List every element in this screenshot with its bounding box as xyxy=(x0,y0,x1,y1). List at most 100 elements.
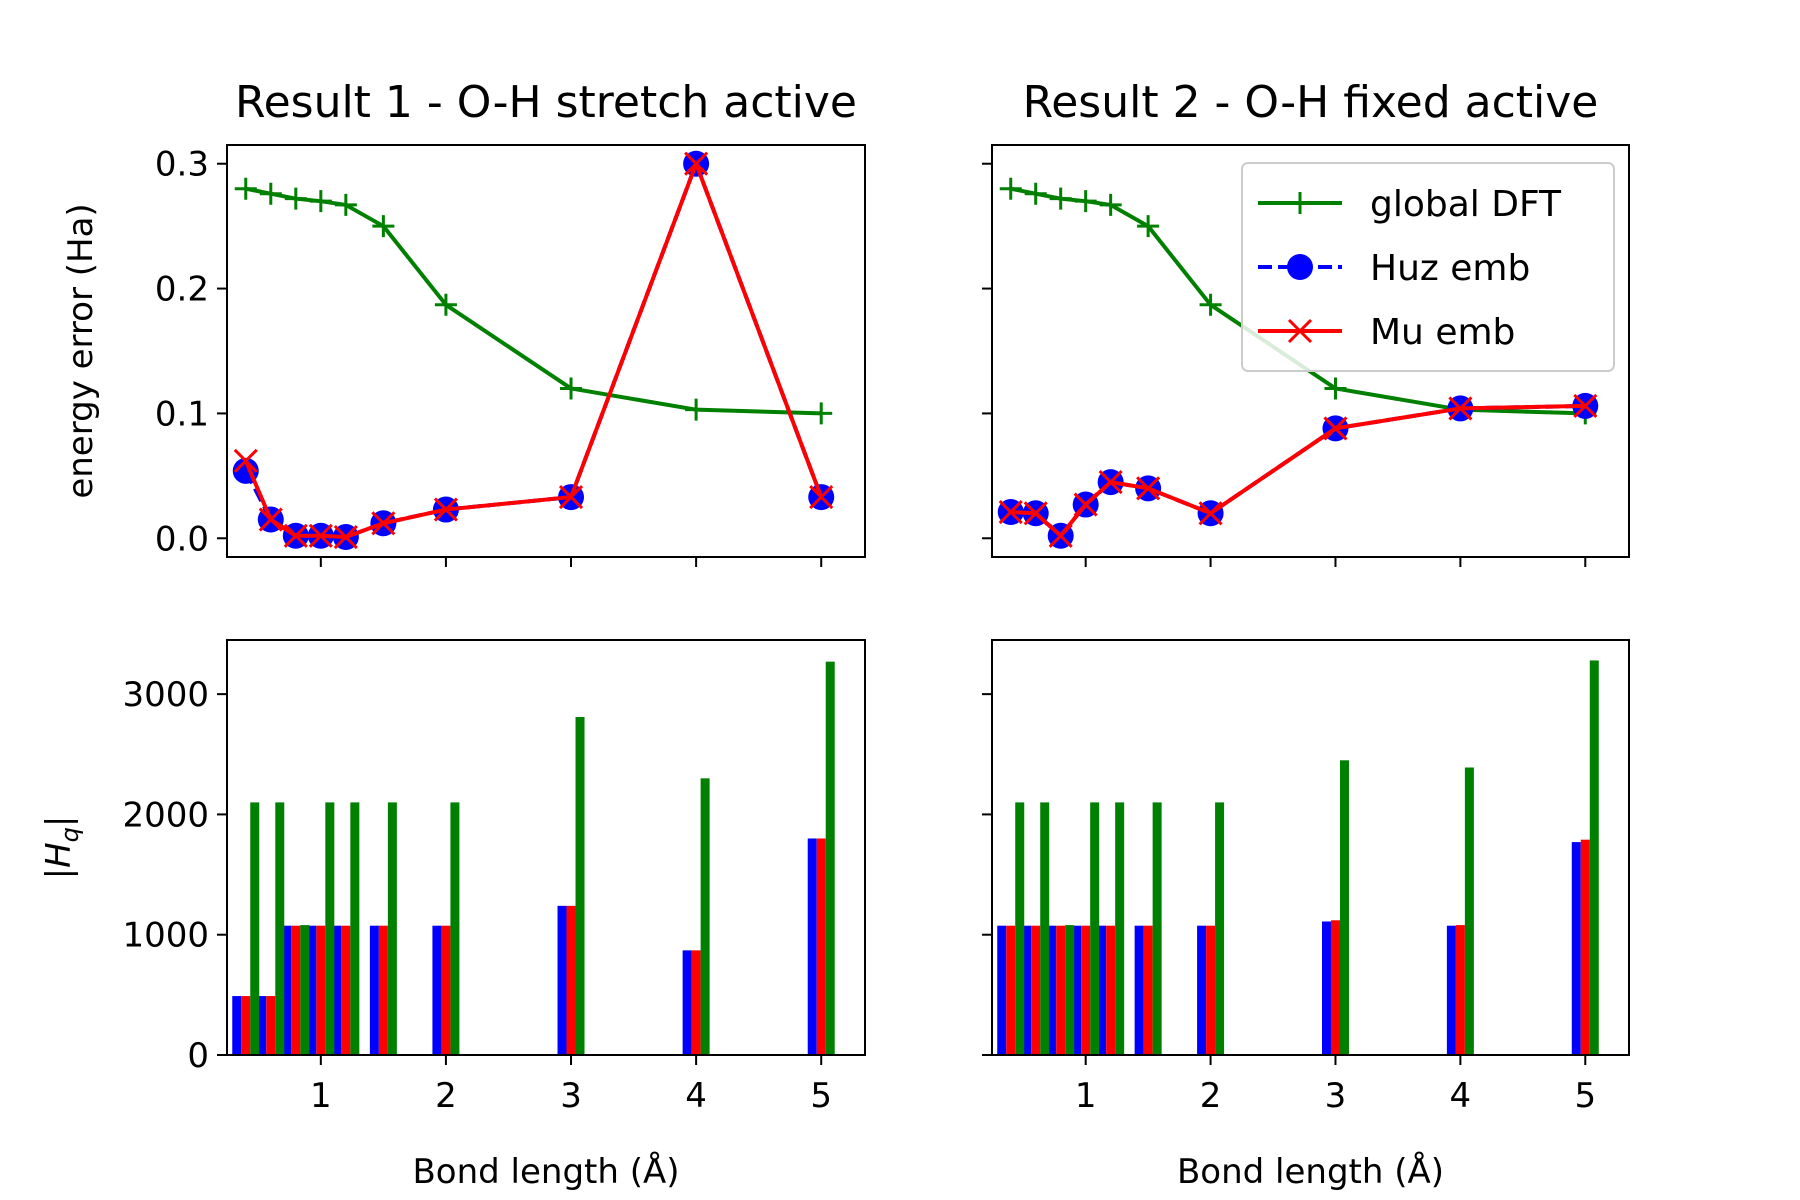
x-tick-label: 4 xyxy=(685,1076,707,1116)
data-point xyxy=(1098,470,1123,495)
bar xyxy=(816,838,826,1055)
data-point xyxy=(560,377,583,400)
data-point xyxy=(999,177,1022,200)
data-point xyxy=(284,187,307,210)
bar xyxy=(266,996,276,1055)
data-point xyxy=(283,523,308,548)
series-line xyxy=(245,186,822,416)
bar xyxy=(1015,802,1025,1055)
data-point xyxy=(1448,396,1473,421)
bar xyxy=(1143,925,1153,1055)
bar xyxy=(300,925,310,1055)
bar xyxy=(307,925,317,1055)
bar xyxy=(1097,925,1107,1055)
legend-label: Mu emb xyxy=(1370,312,1515,353)
bar xyxy=(1065,925,1075,1055)
bar xyxy=(282,925,292,1055)
x-tick-label: 3 xyxy=(560,1076,582,1116)
bar xyxy=(432,925,442,1055)
bar xyxy=(241,996,251,1055)
legend: global DFT Huz emb Mu emb xyxy=(1241,162,1615,372)
legend-label: Huz emb xyxy=(1370,248,1530,289)
data-point xyxy=(1198,501,1223,526)
y-tick-label: 1000 xyxy=(122,916,209,956)
data-point xyxy=(1324,377,1347,400)
x-tick-label: 1 xyxy=(310,1076,332,1116)
data-point xyxy=(1099,193,1122,216)
bar xyxy=(332,925,342,1055)
bar xyxy=(1197,925,1207,1055)
bar xyxy=(1090,802,1100,1055)
data-point xyxy=(434,293,457,316)
data-point xyxy=(1024,182,1047,205)
bar xyxy=(350,802,360,1055)
data-point xyxy=(1023,501,1048,526)
plot-area xyxy=(232,150,835,551)
panel-bottom-right: 1 2 3 4 5 Bond length (Å) xyxy=(982,639,1630,1192)
series-line xyxy=(1010,403,1586,538)
legend-marker xyxy=(1289,192,1311,214)
data-point xyxy=(1137,215,1160,238)
y-axis-label: energy error (Ha) xyxy=(61,203,101,498)
series-line xyxy=(1010,186,1586,416)
data-point xyxy=(1049,187,1072,210)
plot-area xyxy=(232,661,835,1055)
x-axis-label: Bond length (Å) xyxy=(412,1151,679,1192)
bar xyxy=(441,925,451,1055)
panel-bottom-left: 1 2 3 4 5 0 1000 2000 3000 Bond length (Å) |Hq| xyxy=(39,639,866,1192)
plot-area xyxy=(997,660,1599,1055)
x-axis-label: Bond length (Å) xyxy=(1177,1151,1444,1192)
data-point xyxy=(234,177,257,200)
bar xyxy=(1152,802,1162,1055)
panel-top-left: 0.0 0.1 0.2 0.3 Result 1 - O-H stretch activ… xyxy=(61,77,866,567)
bar xyxy=(1580,839,1590,1055)
legend-marker xyxy=(1287,254,1313,280)
data-point xyxy=(998,499,1023,525)
data-point xyxy=(810,402,833,425)
bar xyxy=(1115,802,1125,1055)
bar xyxy=(1215,802,1225,1055)
data-point xyxy=(1048,523,1073,548)
data-point xyxy=(684,151,709,176)
bar xyxy=(1464,767,1474,1055)
bar xyxy=(250,802,260,1055)
data-point xyxy=(1573,393,1598,418)
panel-title: Result 2 - O-H fixed active xyxy=(1023,77,1599,128)
bar xyxy=(291,925,301,1055)
bar xyxy=(825,661,835,1055)
x-tick-label: 2 xyxy=(435,1076,457,1116)
bar xyxy=(275,802,285,1055)
bar xyxy=(1006,925,1016,1055)
data-point xyxy=(259,182,282,205)
bar xyxy=(1106,925,1116,1055)
bar xyxy=(1022,925,1032,1055)
bar xyxy=(387,802,397,1055)
y-tick-label: 0.3 xyxy=(155,145,209,185)
bar xyxy=(566,905,576,1055)
bar xyxy=(316,925,326,1055)
bar xyxy=(1446,925,1456,1055)
bar xyxy=(1330,920,1340,1055)
x-tick-label: 1 xyxy=(1075,1076,1097,1116)
bar xyxy=(1056,925,1066,1055)
panel-top-right: Result 2 - O-H fixed active global DFT Huz… xyxy=(982,77,1630,567)
bar xyxy=(1072,925,1082,1055)
bar xyxy=(232,996,242,1055)
series-line xyxy=(243,161,824,540)
data-point xyxy=(372,215,395,238)
bar xyxy=(369,925,379,1055)
data-point xyxy=(334,193,357,216)
data-point xyxy=(309,190,332,213)
bar xyxy=(450,802,460,1055)
y-tick-label: 2000 xyxy=(122,795,209,835)
data-point xyxy=(1323,416,1348,441)
bar xyxy=(1206,925,1216,1055)
axes-frame xyxy=(226,639,866,1056)
x-tick-label: 3 xyxy=(1325,1076,1347,1116)
bar xyxy=(997,925,1007,1055)
plot-area xyxy=(997,177,1599,549)
y-tick-label: 0.2 xyxy=(155,270,209,310)
data-point xyxy=(1074,190,1097,213)
panel-title: Result 1 - O-H stretch active xyxy=(235,77,857,128)
bar xyxy=(557,905,567,1055)
